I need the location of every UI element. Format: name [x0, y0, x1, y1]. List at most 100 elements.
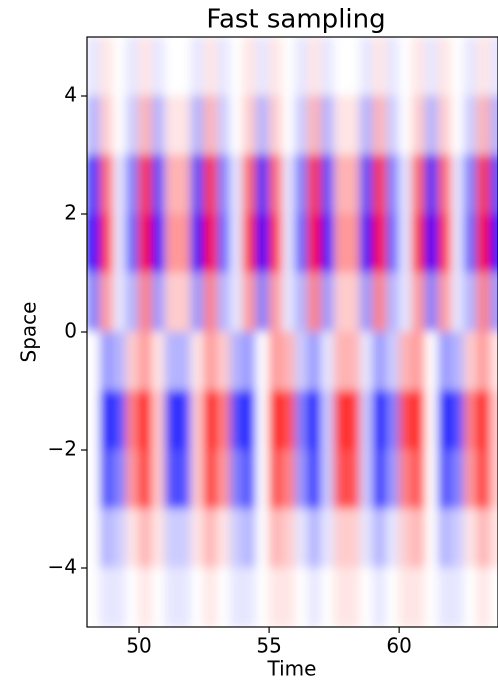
- heatmap-cell: [138, 390, 153, 451]
- heatmap-cell: [294, 95, 309, 156]
- heatmap-cell: [164, 390, 179, 451]
- heatmap-cell: [463, 390, 478, 451]
- heatmap-cell: [411, 508, 426, 569]
- heatmap-cell: [385, 154, 400, 215]
- heatmap-cell: [99, 213, 114, 274]
- heatmap-cell: [229, 272, 244, 333]
- heatmap-cell: [307, 154, 322, 215]
- heatmap-cell: [372, 508, 387, 569]
- heatmap-cell: [372, 154, 387, 215]
- heatmap-cell: [242, 154, 257, 215]
- heatmap-cell: [138, 331, 153, 392]
- heatmap-cell: [424, 331, 439, 392]
- heatmap-cell: [255, 272, 270, 333]
- heatmap-cell: [255, 154, 270, 215]
- heatmap-cell: [87, 449, 101, 510]
- y-tick-label: 2: [64, 201, 77, 225]
- heatmap-cell: [164, 508, 179, 569]
- heatmap-cell: [164, 331, 179, 392]
- heatmap-cell: [385, 331, 400, 392]
- y-tick-label: 0: [64, 319, 77, 343]
- heatmap-cell: [320, 508, 335, 569]
- heatmap-cell: [346, 331, 361, 392]
- heatmap-cell: [359, 213, 374, 274]
- heatmap-cell: [372, 567, 387, 627]
- heatmap-cell: [151, 508, 166, 569]
- heatmap-cell: [112, 213, 127, 274]
- heatmap-cell: [476, 213, 491, 274]
- heatmap-cell: [125, 567, 140, 627]
- heatmap-cell: [359, 37, 374, 97]
- heatmap-cell: [346, 449, 361, 510]
- heatmap-cell: [437, 331, 452, 392]
- x-tick-label: 60: [386, 634, 411, 658]
- heatmap-cell: [385, 95, 400, 156]
- heatmap-cell: [424, 390, 439, 451]
- heatmap-cell: [320, 95, 335, 156]
- heatmap-cell: [138, 272, 153, 333]
- heatmap-cell: [346, 95, 361, 156]
- heatmap-cell: [87, 331, 101, 392]
- heatmap-cell: [268, 567, 283, 627]
- heatmap-cell: [87, 567, 101, 627]
- heatmap-cell: [99, 567, 114, 627]
- heatmap-cell: [125, 449, 140, 510]
- heatmap-cell: [489, 154, 498, 215]
- heatmap-cell: [372, 95, 387, 156]
- heatmap-cell: [268, 508, 283, 569]
- heatmap-cell: [164, 213, 179, 274]
- heatmap-cell: [294, 213, 309, 274]
- heatmap-cell: [411, 567, 426, 627]
- heatmap-cell: [125, 390, 140, 451]
- heatmap-cell: [307, 567, 322, 627]
- heatmap-cell: [359, 390, 374, 451]
- heatmap-cell: [87, 213, 101, 274]
- heatmap-cell: [268, 95, 283, 156]
- heatmap-cell: [190, 390, 205, 451]
- heatmap-cell: [203, 567, 218, 627]
- heatmap-cell: [463, 95, 478, 156]
- heatmap-cell: [138, 567, 153, 627]
- heatmap-cell: [320, 567, 335, 627]
- heatmap-cell: [333, 567, 348, 627]
- heatmap-cell: [125, 154, 140, 215]
- heatmap-cell: [437, 390, 452, 451]
- heatmap-cell: [398, 37, 413, 97]
- heatmap-cell: [346, 390, 361, 451]
- y-tick-label: −4: [48, 555, 77, 579]
- heatmap-cell: [99, 154, 114, 215]
- heatmap-cell: [112, 508, 127, 569]
- heatmap-cell: [333, 390, 348, 451]
- heatmap-cell: [112, 390, 127, 451]
- heatmap-cell: [99, 95, 114, 156]
- heatmap-cell: [476, 331, 491, 392]
- heatmap-cell: [346, 154, 361, 215]
- heatmap-cell: [190, 508, 205, 569]
- heatmap-cell: [307, 95, 322, 156]
- heatmap-cell: [229, 567, 244, 627]
- heatmap-cell: [411, 449, 426, 510]
- heatmap-cell: [242, 567, 257, 627]
- heatmap-cell: [112, 331, 127, 392]
- heatmap-cell: [346, 213, 361, 274]
- heatmap-cell: [398, 95, 413, 156]
- heatmap-cell: [398, 390, 413, 451]
- heatmap-cell: [242, 331, 257, 392]
- heatmap-cell: [229, 390, 244, 451]
- heatmap-cell: [242, 449, 257, 510]
- heatmap-cell: [99, 390, 114, 451]
- heatmap-cell: [229, 449, 244, 510]
- heatmap-cell: [489, 37, 498, 97]
- heatmap-cell: [190, 37, 205, 97]
- heatmap-cell: [268, 390, 283, 451]
- heatmap-cell: [437, 95, 452, 156]
- heatmap-cell: [268, 331, 283, 392]
- heatmap-cell: [164, 567, 179, 627]
- heatmap-cell: [125, 95, 140, 156]
- heatmap-cell: [346, 567, 361, 627]
- heatmap-cell: [255, 390, 270, 451]
- heatmap-cell: [99, 272, 114, 333]
- heatmap-cell: [294, 331, 309, 392]
- heatmap-cell: [346, 272, 361, 333]
